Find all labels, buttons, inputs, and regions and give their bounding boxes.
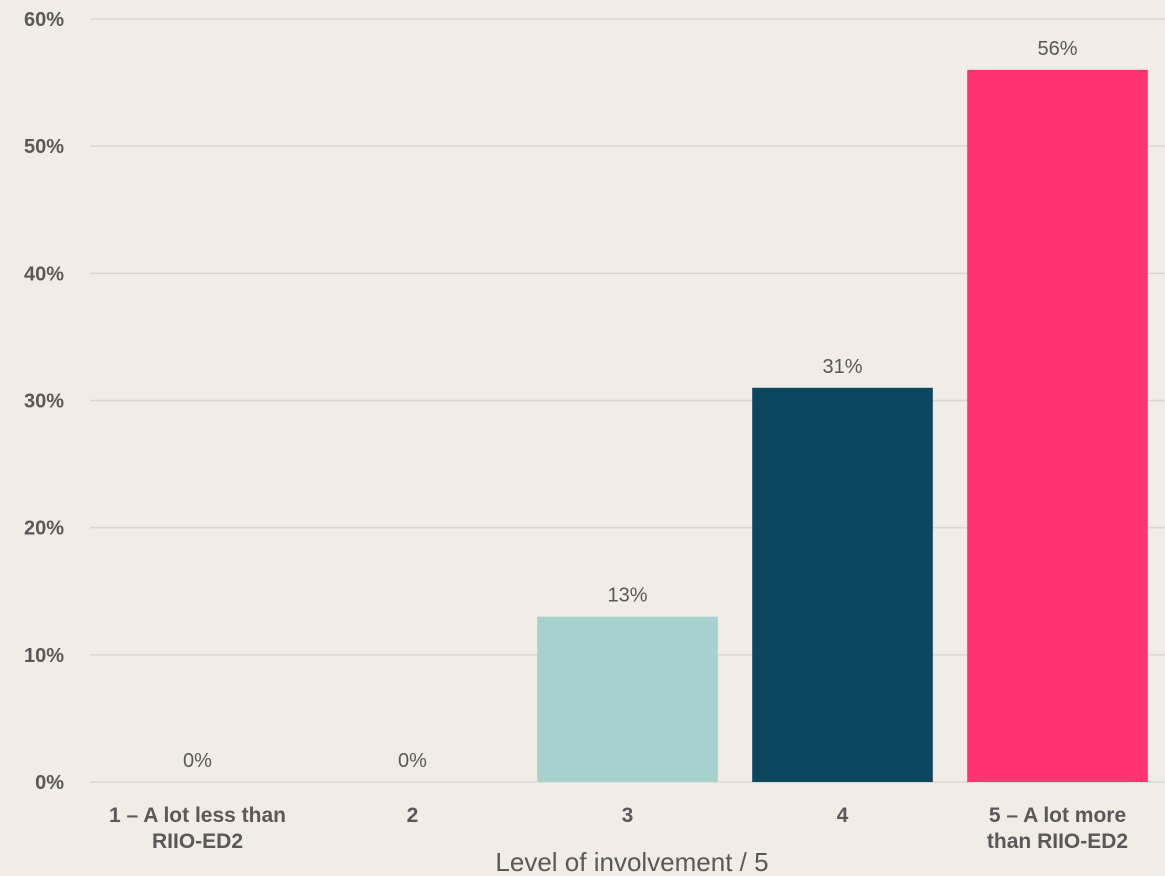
y-tick-label: 30%: [24, 391, 64, 413]
y-tick-label: 40%: [24, 263, 64, 285]
data-label-4: 31%: [822, 356, 862, 378]
x-tick-label-5: than RIIO-ED2: [987, 830, 1128, 853]
y-axis-tick-labels: 0% 10% 20% 30% 40% 50% 60%: [24, 9, 64, 794]
x-tick-label-4: 4: [837, 804, 849, 827]
x-tick-label-2: 2: [407, 804, 419, 827]
x-tick-label-3: 3: [622, 804, 634, 827]
y-tick-label: 50%: [24, 136, 64, 158]
y-tick-label: 20%: [24, 518, 64, 540]
bars: [537, 69, 1148, 782]
x-tick-label-5: 5 – A lot more: [989, 804, 1126, 827]
y-tick-label: 10%: [24, 645, 64, 667]
x-axis-tick-labels: 1 – A lot less than RIIO-ED2 2 3 4 5 – A lot …: [109, 804, 1128, 853]
data-label-5: 56%: [1037, 38, 1077, 60]
y-tick-label: 60%: [24, 9, 64, 31]
x-tick-label-1: RIIO-ED2: [152, 830, 243, 853]
gridlines: [90, 18, 1165, 783]
data-label-2: 0%: [398, 750, 427, 772]
bar-4: [752, 387, 933, 782]
y-tick-label: 0%: [35, 772, 64, 794]
data-labels: 0% 0% 13% 31% 56%: [183, 38, 1078, 772]
data-label-3: 13%: [607, 585, 647, 607]
x-axis-title: Level of involvement / 5: [495, 847, 768, 876]
bar-3: [537, 616, 718, 782]
x-tick-label-1: 1 – A lot less than: [109, 804, 286, 827]
bar-5: [967, 69, 1148, 782]
data-label-1: 0%: [183, 750, 212, 772]
